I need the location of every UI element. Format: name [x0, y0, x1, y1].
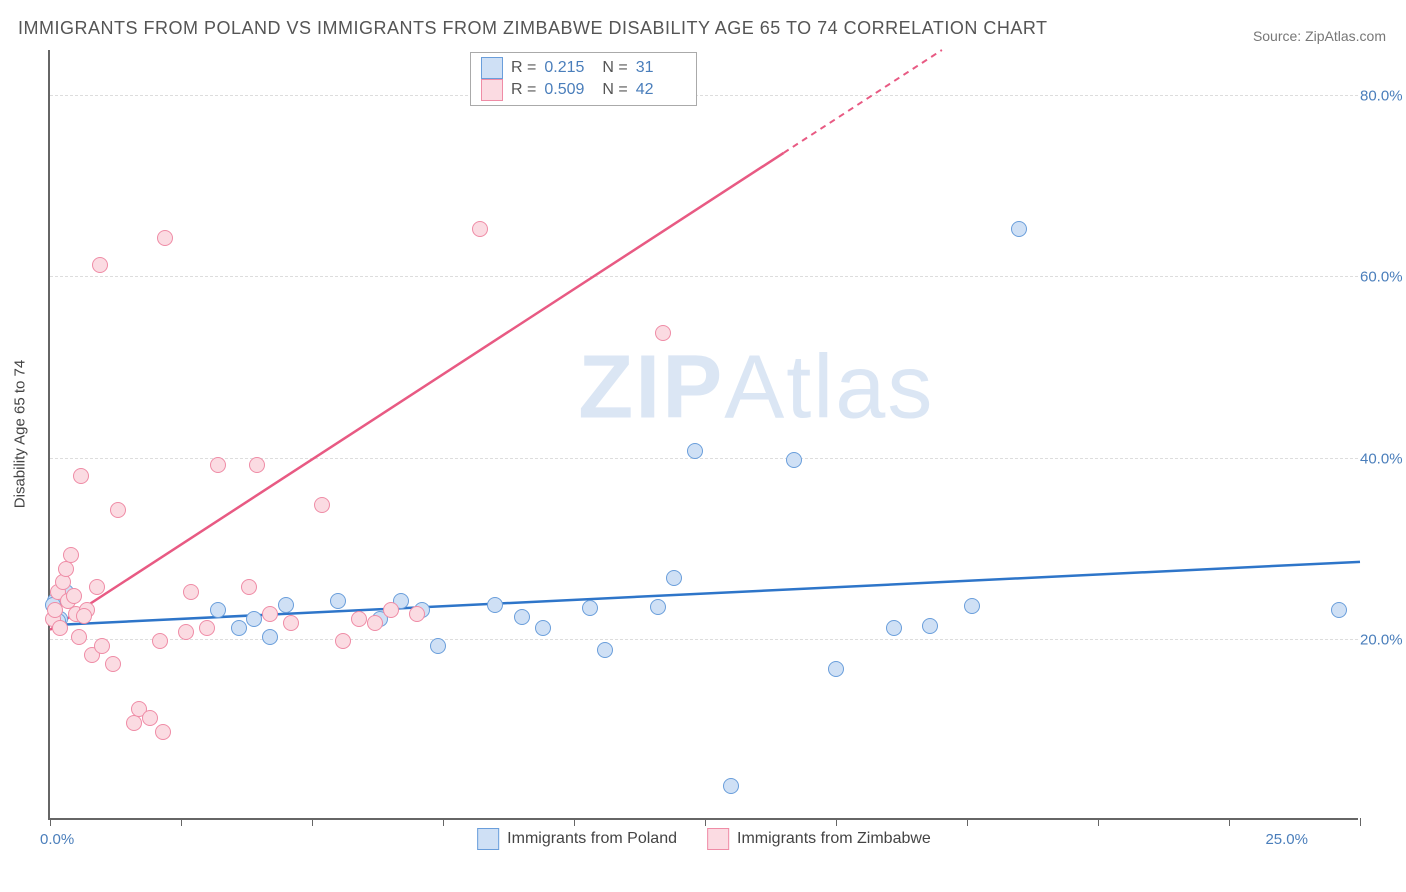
x-axis-min-label: 0.0% [40, 831, 74, 848]
legend-label-poland: Immigrants from Poland [507, 830, 677, 848]
swatch-poland [481, 57, 503, 79]
n-value-zimbabwe: 42 [636, 81, 686, 99]
scatter-point [89, 579, 105, 595]
scatter-point [514, 609, 530, 625]
scatter-point [335, 633, 351, 649]
scatter-point [199, 620, 215, 636]
scatter-point [157, 230, 173, 246]
x-tick [181, 818, 182, 826]
scatter-point [1011, 221, 1027, 237]
x-tick [1098, 818, 1099, 826]
scatter-point [155, 724, 171, 740]
swatch-zimbabwe [481, 79, 503, 101]
r-value-zimbabwe: 0.509 [544, 81, 594, 99]
scatter-point [367, 615, 383, 631]
scatter-point [650, 599, 666, 615]
scatter-point [76, 608, 92, 624]
y-tick-label: 60.0% [1360, 269, 1406, 286]
scatter-point [383, 602, 399, 618]
r-label: R = [511, 81, 536, 99]
scatter-point [71, 629, 87, 645]
x-tick [443, 818, 444, 826]
y-tick-label: 80.0% [1360, 88, 1406, 105]
x-tick [967, 818, 968, 826]
scatter-point [922, 618, 938, 634]
scatter-point [92, 257, 108, 273]
x-axis-max-label: 25.0% [1265, 831, 1308, 848]
regression-line-dashed [784, 50, 942, 153]
stats-legend: R = 0.215 N = 31 R = 0.509 N = 42 [470, 52, 697, 106]
scatter-point [828, 661, 844, 677]
n-label: N = [602, 81, 627, 99]
scatter-point [105, 656, 121, 672]
regression-lines [50, 50, 1358, 818]
scatter-point [886, 620, 902, 636]
x-tick [574, 818, 575, 826]
scatter-point [351, 611, 367, 627]
swatch-zimbabwe [707, 828, 729, 850]
y-tick-label: 20.0% [1360, 631, 1406, 648]
legend-item-zimbabwe: Immigrants from Zimbabwe [707, 828, 931, 850]
stats-legend-row-poland: R = 0.215 N = 31 [481, 57, 686, 79]
legend-item-poland: Immigrants from Poland [477, 828, 677, 850]
r-value-poland: 0.215 [544, 59, 594, 77]
series-legend: Immigrants from Poland Immigrants from Z… [477, 828, 931, 850]
legend-label-zimbabwe: Immigrants from Zimbabwe [737, 830, 931, 848]
scatter-point [430, 638, 446, 654]
scatter-point [110, 502, 126, 518]
x-tick [50, 818, 51, 826]
scatter-point [249, 457, 265, 473]
scatter-point [178, 624, 194, 640]
scatter-point [723, 778, 739, 794]
scatter-point [210, 457, 226, 473]
n-label: N = [602, 59, 627, 77]
scatter-point [94, 638, 110, 654]
regression-line [50, 153, 784, 630]
scatter-point [246, 611, 262, 627]
scatter-point [142, 710, 158, 726]
scatter-point [262, 629, 278, 645]
scatter-point [231, 620, 247, 636]
scatter-point [472, 221, 488, 237]
scatter-point [409, 606, 425, 622]
stats-legend-row-zimbabwe: R = 0.509 N = 42 [481, 79, 686, 101]
scatter-point [597, 642, 613, 658]
scatter-point [262, 606, 278, 622]
scatter-point [210, 602, 226, 618]
scatter-point [1331, 602, 1347, 618]
r-label: R = [511, 59, 536, 77]
y-tick-label: 40.0% [1360, 450, 1406, 467]
scatter-point [183, 584, 199, 600]
scatter-point [241, 579, 257, 595]
n-value-poland: 31 [636, 59, 686, 77]
y-axis-label: Disability Age 65 to 74 [12, 360, 29, 508]
x-tick [1229, 818, 1230, 826]
scatter-point [687, 443, 703, 459]
source-label: Source: ZipAtlas.com [1253, 28, 1386, 44]
scatter-point [283, 615, 299, 631]
x-tick [1360, 818, 1361, 826]
scatter-point [535, 620, 551, 636]
scatter-point [582, 600, 598, 616]
scatter-point [73, 468, 89, 484]
scatter-point [314, 497, 330, 513]
x-tick [836, 818, 837, 826]
swatch-poland [477, 828, 499, 850]
scatter-point [655, 325, 671, 341]
scatter-point [330, 593, 346, 609]
scatter-point [66, 588, 82, 604]
chart-title: IMMIGRANTS FROM POLAND VS IMMIGRANTS FRO… [18, 18, 1048, 39]
x-tick [705, 818, 706, 826]
scatter-point [63, 547, 79, 563]
scatter-point [278, 597, 294, 613]
scatter-point [786, 452, 802, 468]
scatter-point [666, 570, 682, 586]
scatter-point [964, 598, 980, 614]
scatter-point [152, 633, 168, 649]
x-tick [312, 818, 313, 826]
scatter-point [52, 620, 68, 636]
scatter-point [487, 597, 503, 613]
plot-area: ZIPAtlas 20.0%40.0%60.0%80.0% R = 0.215 … [48, 50, 1358, 820]
